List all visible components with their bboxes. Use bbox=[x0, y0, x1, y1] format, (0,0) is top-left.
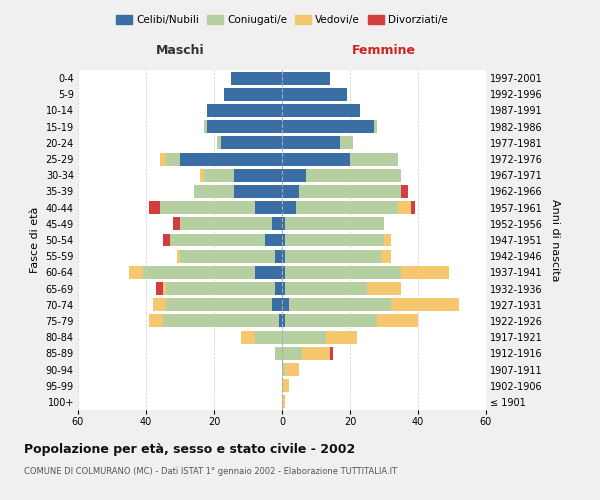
Bar bbox=[265, 234, 282, 246]
Bar bbox=[149, 314, 163, 328]
Bar bbox=[180, 218, 272, 230]
Bar bbox=[282, 88, 347, 101]
Bar bbox=[275, 250, 282, 262]
Bar bbox=[380, 250, 391, 262]
Bar bbox=[176, 250, 180, 262]
Bar bbox=[282, 330, 326, 344]
Bar bbox=[367, 282, 401, 295]
Bar bbox=[306, 169, 401, 181]
Bar bbox=[156, 282, 163, 295]
Bar bbox=[129, 266, 143, 279]
Bar bbox=[255, 201, 282, 214]
Bar bbox=[180, 250, 275, 262]
Text: Maschi: Maschi bbox=[155, 44, 205, 58]
Bar bbox=[143, 266, 255, 279]
Bar bbox=[153, 298, 166, 311]
Bar bbox=[286, 218, 384, 230]
Bar bbox=[282, 201, 296, 214]
Bar bbox=[207, 104, 282, 117]
Bar bbox=[282, 104, 360, 117]
Bar bbox=[272, 218, 282, 230]
Bar bbox=[286, 266, 401, 279]
Bar bbox=[282, 347, 302, 360]
Bar bbox=[377, 314, 418, 328]
Bar bbox=[272, 298, 282, 311]
Bar bbox=[286, 250, 380, 262]
Bar bbox=[275, 347, 282, 360]
Bar bbox=[282, 314, 286, 328]
Bar bbox=[163, 314, 278, 328]
Bar bbox=[329, 347, 333, 360]
Bar bbox=[282, 218, 286, 230]
Bar bbox=[282, 169, 306, 181]
Bar bbox=[282, 234, 286, 246]
Bar bbox=[166, 298, 272, 311]
Bar bbox=[207, 120, 282, 133]
Bar bbox=[275, 282, 282, 295]
Bar bbox=[401, 266, 449, 279]
Legend: Celibi/Nubili, Coniugati/e, Vedovi/e, Divorziati/e: Celibi/Nubili, Coniugati/e, Vedovi/e, Di… bbox=[112, 10, 452, 29]
Bar bbox=[282, 120, 374, 133]
Bar bbox=[149, 201, 160, 214]
Bar bbox=[340, 136, 353, 149]
Bar bbox=[286, 234, 384, 246]
Bar bbox=[286, 282, 367, 295]
Bar bbox=[282, 152, 350, 166]
Bar bbox=[286, 314, 377, 328]
Bar bbox=[282, 282, 286, 295]
Y-axis label: Fasce di età: Fasce di età bbox=[30, 207, 40, 273]
Bar bbox=[160, 152, 166, 166]
Bar bbox=[235, 185, 282, 198]
Bar bbox=[235, 169, 282, 181]
Bar bbox=[255, 266, 282, 279]
Bar bbox=[374, 120, 377, 133]
Bar bbox=[204, 169, 235, 181]
Bar bbox=[282, 72, 329, 85]
Bar bbox=[302, 347, 329, 360]
Bar bbox=[286, 363, 299, 376]
Text: Popolazione per età, sesso e stato civile - 2002: Popolazione per età, sesso e stato civil… bbox=[24, 442, 355, 456]
Bar bbox=[221, 136, 282, 149]
Bar bbox=[163, 234, 170, 246]
Bar bbox=[282, 266, 286, 279]
Bar bbox=[204, 120, 207, 133]
Bar bbox=[296, 201, 398, 214]
Bar bbox=[384, 234, 391, 246]
Bar bbox=[282, 136, 340, 149]
Bar bbox=[326, 330, 357, 344]
Bar bbox=[401, 185, 408, 198]
Bar bbox=[411, 201, 415, 214]
Y-axis label: Anni di nascita: Anni di nascita bbox=[550, 198, 560, 281]
Bar bbox=[350, 152, 398, 166]
Bar bbox=[282, 298, 289, 311]
Bar bbox=[278, 314, 282, 328]
Bar bbox=[173, 218, 180, 230]
Bar bbox=[180, 152, 282, 166]
Bar bbox=[282, 396, 286, 408]
Text: COMUNE DI COLMURANO (MC) - Dati ISTAT 1° gennaio 2002 - Elaborazione TUTTITALIA.: COMUNE DI COLMURANO (MC) - Dati ISTAT 1°… bbox=[24, 468, 397, 476]
Bar bbox=[200, 169, 204, 181]
Bar bbox=[194, 185, 235, 198]
Bar bbox=[255, 330, 282, 344]
Bar bbox=[217, 136, 221, 149]
Bar bbox=[166, 152, 180, 166]
Bar bbox=[398, 201, 411, 214]
Bar bbox=[241, 330, 255, 344]
Bar bbox=[163, 282, 166, 295]
Bar bbox=[231, 72, 282, 85]
Bar bbox=[224, 88, 282, 101]
Bar bbox=[166, 282, 275, 295]
Bar bbox=[391, 298, 459, 311]
Text: Femmine: Femmine bbox=[352, 44, 416, 58]
Bar bbox=[282, 363, 286, 376]
Bar bbox=[170, 234, 265, 246]
Bar bbox=[282, 379, 289, 392]
Bar bbox=[282, 250, 286, 262]
Bar bbox=[299, 185, 401, 198]
Bar bbox=[289, 298, 391, 311]
Bar bbox=[160, 201, 255, 214]
Bar bbox=[282, 185, 299, 198]
